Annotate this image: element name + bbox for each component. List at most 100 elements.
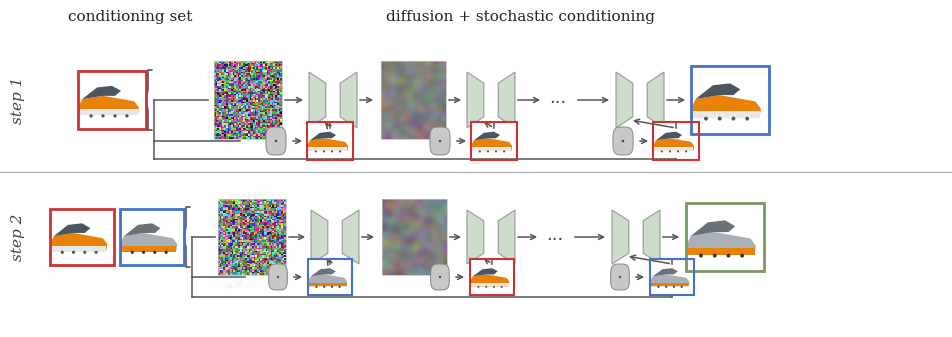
Polygon shape: [472, 268, 498, 276]
Circle shape: [331, 286, 333, 288]
Circle shape: [323, 286, 326, 288]
Bar: [686, 203, 764, 271]
Circle shape: [323, 150, 325, 152]
Polygon shape: [309, 132, 336, 141]
Polygon shape: [467, 210, 484, 264]
Polygon shape: [616, 72, 633, 128]
Bar: [470, 259, 514, 295]
Circle shape: [94, 251, 98, 254]
Circle shape: [677, 150, 679, 152]
Polygon shape: [696, 83, 741, 99]
Polygon shape: [467, 72, 484, 128]
Circle shape: [741, 254, 744, 257]
Circle shape: [61, 251, 64, 254]
Polygon shape: [430, 264, 449, 290]
Polygon shape: [430, 127, 450, 155]
Polygon shape: [470, 283, 508, 286]
Polygon shape: [498, 72, 515, 128]
Circle shape: [673, 286, 675, 288]
Circle shape: [315, 150, 317, 152]
Bar: [470, 259, 514, 295]
Circle shape: [486, 286, 487, 288]
Circle shape: [275, 140, 277, 142]
Polygon shape: [647, 72, 664, 128]
Circle shape: [726, 254, 730, 257]
Circle shape: [661, 150, 663, 152]
Polygon shape: [79, 109, 138, 115]
Polygon shape: [644, 210, 660, 264]
Circle shape: [477, 286, 480, 288]
Circle shape: [89, 114, 92, 118]
Polygon shape: [687, 248, 755, 255]
Polygon shape: [54, 223, 90, 236]
Circle shape: [681, 286, 683, 288]
Polygon shape: [266, 127, 287, 155]
Circle shape: [665, 286, 667, 288]
Bar: [471, 122, 517, 160]
Bar: [653, 122, 699, 160]
Polygon shape: [691, 220, 735, 236]
Polygon shape: [121, 246, 176, 251]
Bar: [307, 122, 353, 160]
Circle shape: [658, 286, 660, 288]
Circle shape: [503, 150, 506, 152]
Bar: [50, 209, 114, 265]
Polygon shape: [653, 268, 678, 276]
Polygon shape: [310, 268, 336, 276]
Circle shape: [439, 276, 441, 278]
Bar: [382, 199, 446, 275]
Circle shape: [479, 150, 481, 152]
Polygon shape: [51, 233, 108, 251]
Polygon shape: [612, 210, 629, 264]
Bar: [653, 122, 699, 160]
Polygon shape: [307, 147, 347, 151]
Polygon shape: [472, 147, 511, 151]
Circle shape: [669, 150, 671, 152]
Circle shape: [619, 276, 621, 278]
Bar: [78, 71, 146, 129]
Polygon shape: [654, 147, 693, 151]
Circle shape: [142, 251, 145, 254]
Circle shape: [339, 150, 341, 152]
Text: step 1: step 1: [11, 76, 25, 124]
Polygon shape: [308, 274, 347, 286]
Polygon shape: [610, 264, 629, 290]
Circle shape: [153, 251, 156, 254]
Polygon shape: [340, 72, 357, 128]
Bar: [650, 259, 694, 295]
Polygon shape: [692, 95, 761, 118]
Circle shape: [126, 114, 129, 118]
Polygon shape: [342, 210, 359, 264]
Polygon shape: [472, 138, 512, 151]
Text: diffusion + stochastic conditioning: diffusion + stochastic conditioning: [386, 10, 655, 24]
Circle shape: [622, 140, 625, 142]
Bar: [120, 209, 184, 265]
Polygon shape: [692, 111, 760, 118]
Circle shape: [731, 117, 735, 121]
Circle shape: [165, 251, 168, 254]
Polygon shape: [654, 138, 694, 151]
Polygon shape: [651, 274, 689, 286]
Circle shape: [130, 251, 134, 254]
Circle shape: [699, 254, 703, 257]
Text: conditioning set: conditioning set: [68, 10, 192, 24]
Polygon shape: [474, 132, 500, 141]
Polygon shape: [307, 138, 348, 151]
Circle shape: [72, 251, 75, 254]
Text: ...: ...: [549, 89, 566, 107]
Circle shape: [718, 117, 722, 121]
Polygon shape: [498, 210, 515, 264]
Polygon shape: [613, 127, 633, 155]
Polygon shape: [124, 223, 161, 236]
Circle shape: [83, 251, 87, 254]
Bar: [691, 66, 769, 134]
Bar: [218, 199, 286, 275]
Bar: [308, 259, 352, 295]
Circle shape: [713, 254, 717, 257]
Bar: [50, 209, 114, 265]
Circle shape: [501, 286, 503, 288]
Bar: [686, 203, 764, 271]
Polygon shape: [309, 72, 326, 128]
Circle shape: [745, 117, 749, 121]
Bar: [120, 209, 184, 265]
